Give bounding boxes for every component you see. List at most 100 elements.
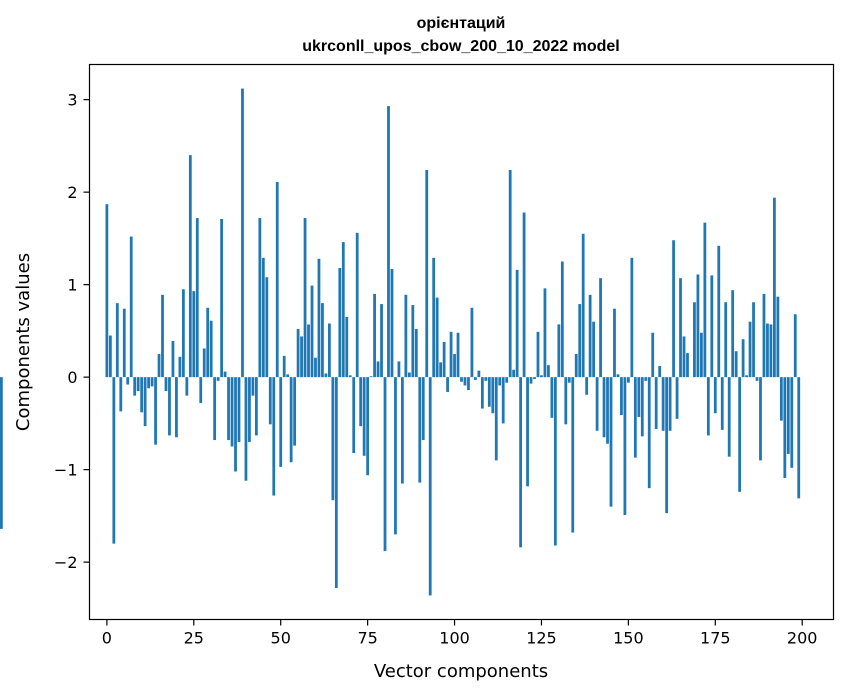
bar	[439, 362, 443, 378]
bar	[602, 377, 606, 438]
bar	[411, 305, 415, 378]
bar	[540, 375, 543, 378]
bar	[164, 377, 168, 392]
bar	[592, 321, 596, 378]
bar	[470, 307, 474, 378]
bar	[477, 370, 481, 378]
bar	[154, 377, 157, 445]
bar	[112, 377, 116, 544]
bar	[133, 377, 137, 396]
bar	[665, 377, 669, 514]
bar	[651, 332, 655, 378]
bar	[157, 354, 161, 378]
bar	[0, 377, 3, 529]
x-axis: 0 25 50 75 100 125 150 175 200	[102, 619, 817, 648]
x-tick-label: 25	[184, 629, 204, 648]
bar	[143, 377, 147, 427]
bar	[668, 377, 672, 431]
bar	[460, 377, 463, 382]
bar	[703, 222, 707, 378]
bar	[199, 377, 203, 404]
x-tick-label: 50	[271, 629, 291, 648]
bar	[682, 336, 686, 378]
bar	[237, 377, 241, 442]
bar	[769, 324, 773, 378]
bar	[421, 377, 425, 441]
bar	[383, 377, 387, 552]
bar	[435, 297, 439, 378]
bar	[515, 269, 519, 378]
bar	[202, 348, 206, 378]
y-axis-label: Components values	[13, 253, 34, 431]
bar	[633, 377, 637, 458]
bar	[265, 277, 269, 378]
y-axis: −2 −1 0 1 2 3	[54, 91, 90, 572]
bar	[581, 233, 585, 378]
bar	[251, 377, 255, 396]
bar	[672, 240, 675, 378]
bar	[727, 377, 731, 457]
bar	[293, 377, 297, 446]
bar	[355, 232, 359, 378]
bar	[258, 218, 262, 378]
bar	[686, 353, 689, 378]
bar	[654, 377, 658, 429]
bar	[533, 377, 536, 379]
bar	[748, 321, 752, 378]
bar	[491, 377, 495, 414]
bar	[181, 289, 185, 378]
bar	[272, 377, 276, 496]
bar	[560, 261, 564, 378]
bar	[675, 377, 679, 419]
bar	[404, 294, 408, 378]
bar	[613, 308, 616, 378]
y-tick-label: 1	[67, 276, 77, 295]
bar	[136, 377, 140, 392]
bar	[331, 377, 335, 501]
bar	[241, 88, 244, 378]
bar	[376, 361, 380, 378]
bar	[359, 377, 363, 427]
bar	[620, 377, 623, 416]
bar	[178, 356, 182, 378]
y-tick-label: 0	[67, 368, 77, 387]
bar	[588, 294, 592, 378]
bar	[168, 377, 171, 436]
bar	[129, 236, 133, 378]
bar	[366, 377, 370, 476]
bar	[254, 377, 258, 436]
bar	[717, 245, 721, 378]
bar	[755, 377, 759, 381]
bar	[623, 377, 627, 515]
bar	[216, 377, 220, 381]
bar	[644, 377, 648, 381]
bar	[296, 329, 300, 378]
bar	[738, 377, 742, 492]
bar	[369, 376, 373, 378]
bar	[195, 218, 199, 378]
bar	[348, 375, 352, 378]
bar	[550, 377, 554, 418]
bar	[699, 332, 703, 378]
bar	[317, 258, 321, 378]
bar	[734, 351, 738, 378]
bar	[606, 377, 609, 444]
bar	[494, 377, 498, 461]
bar	[647, 377, 651, 489]
x-tick-label: 150	[613, 629, 644, 648]
bar	[679, 278, 682, 378]
bar	[303, 218, 307, 378]
bar	[487, 377, 491, 407]
bar	[720, 377, 724, 430]
bar	[373, 293, 376, 378]
bar	[773, 197, 776, 378]
bar	[759, 377, 762, 461]
bar	[567, 377, 571, 383]
y-tick-label: 3	[67, 91, 77, 110]
bar	[522, 212, 526, 378]
bar	[793, 314, 797, 378]
bar	[115, 303, 119, 378]
bar	[745, 375, 748, 378]
bar	[248, 377, 251, 442]
bar	[352, 377, 356, 453]
